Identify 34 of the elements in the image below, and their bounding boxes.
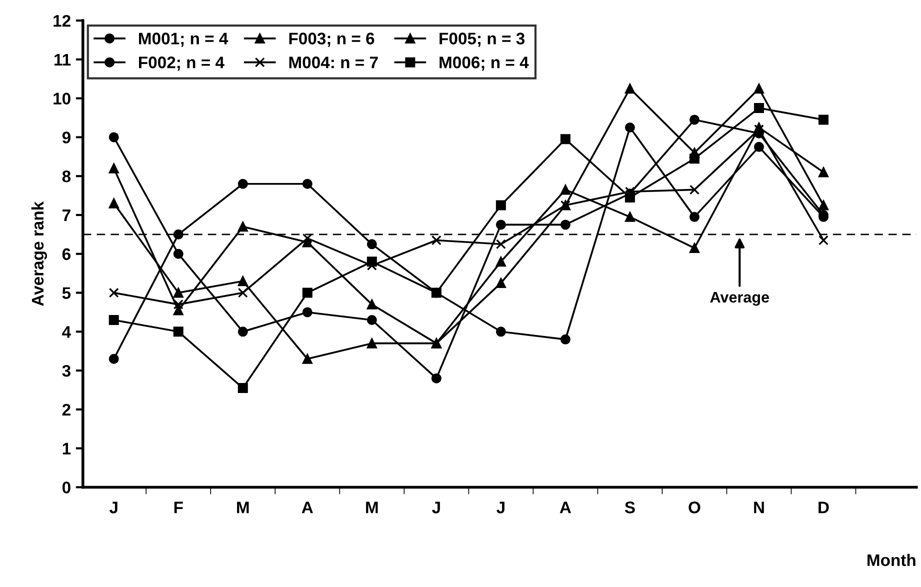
legend-label: F002; n = 4 <box>139 56 224 71</box>
y-tick-label: 8 <box>62 170 71 182</box>
x-tick-label: N <box>754 502 764 514</box>
y-tick-label: 2 <box>62 404 70 416</box>
legend-label: M001; n = 4 <box>139 32 228 47</box>
y-tick-label: 5 <box>62 287 71 299</box>
y-tick-label: 11 <box>54 54 71 66</box>
y-tick-label: 0 <box>62 482 70 494</box>
x-tick-label: A <box>560 502 572 514</box>
y-tick-label: 9 <box>62 132 70 144</box>
legend-label: F005; n = 3 <box>440 32 525 47</box>
x-tick-label: D <box>818 502 829 514</box>
y-tick-label: 12 <box>54 14 70 27</box>
y-tick-label: 4 <box>62 326 71 338</box>
x-axis-title: Month <box>868 554 916 566</box>
y-tick-label: 6 <box>62 248 70 260</box>
x-tick-label: O <box>688 502 700 514</box>
legend-label: M006; n = 4 <box>440 56 529 71</box>
y-axis-title: Average rank <box>31 201 47 306</box>
y-tick-label: 7 <box>62 210 70 222</box>
x-tick-label: F <box>174 502 183 514</box>
y-tick-label: 3 <box>62 364 70 377</box>
x-tick-label: M <box>366 502 378 514</box>
x-tick-label: A <box>302 502 313 514</box>
x-tick-label: M <box>237 502 249 514</box>
x-tick-label: J <box>432 502 440 514</box>
legend-label: F003; n = 6 <box>289 32 374 47</box>
y-tick-label: 1 <box>62 442 71 454</box>
y-tick-label: 10 <box>54 92 70 105</box>
x-tick-label: J <box>109 502 118 514</box>
x-tick-label: S <box>624 502 635 514</box>
x-tick-label: J <box>496 502 504 514</box>
legend-label: M004: n = 7 <box>289 56 378 68</box>
ref-line-label: Average <box>710 292 769 306</box>
